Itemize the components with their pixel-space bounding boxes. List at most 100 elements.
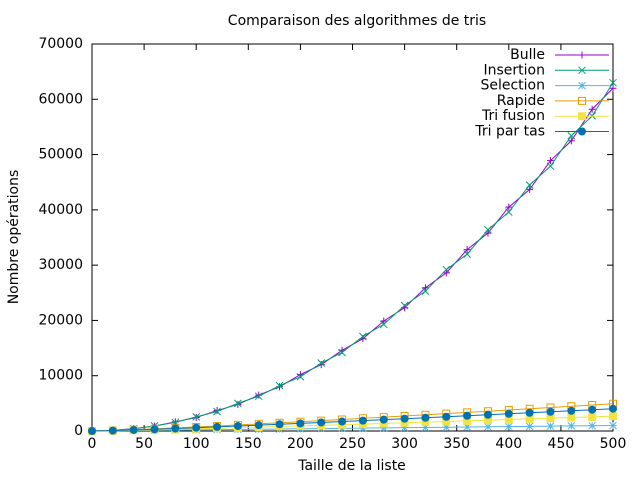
marker xyxy=(546,407,555,416)
marker xyxy=(421,413,430,422)
marker xyxy=(588,105,596,113)
marker xyxy=(213,422,222,431)
legend-label: Tri fusion xyxy=(481,108,545,124)
marker xyxy=(588,405,597,414)
y-tick-label: 50000 xyxy=(38,147,83,163)
y-tick-label: 0 xyxy=(74,423,83,439)
marker xyxy=(359,332,367,341)
x-tick-label: 300 xyxy=(391,436,418,452)
marker xyxy=(442,423,451,432)
legend-label: Tri par tas xyxy=(474,124,545,140)
legend-marker xyxy=(578,66,586,75)
marker xyxy=(567,413,576,422)
y-tick-label: 70000 xyxy=(38,36,83,52)
marker xyxy=(442,265,451,274)
marker xyxy=(150,425,159,434)
legend-label: Insertion xyxy=(484,62,545,78)
legend-marker xyxy=(578,51,586,59)
marker xyxy=(379,320,388,329)
marker xyxy=(442,269,450,277)
marker xyxy=(525,181,534,189)
marker xyxy=(463,246,471,254)
legend-marker xyxy=(578,96,586,105)
marker xyxy=(317,359,326,367)
chart-title: Comparaison des algorithmes de tris xyxy=(228,13,486,29)
marker xyxy=(546,422,555,430)
marker xyxy=(504,422,513,431)
marker xyxy=(463,411,472,420)
series-line xyxy=(91,82,614,432)
legend-marker xyxy=(578,81,586,90)
marker xyxy=(192,413,201,421)
marker xyxy=(192,423,201,432)
series xyxy=(88,78,617,435)
x-tick-label: 50 xyxy=(135,436,153,452)
marker xyxy=(108,426,117,435)
marker xyxy=(400,414,409,423)
marker xyxy=(609,412,617,421)
marker xyxy=(484,225,492,234)
x-tick-label: 400 xyxy=(495,436,522,452)
x-tick-label: 500 xyxy=(600,436,627,452)
marker xyxy=(275,381,284,390)
marker xyxy=(609,78,617,87)
y-tick-label: 30000 xyxy=(38,257,83,273)
marker xyxy=(463,423,471,431)
marker xyxy=(608,404,618,413)
x-tick-label: 200 xyxy=(287,436,314,452)
x-tick-label: 100 xyxy=(183,436,210,452)
marker xyxy=(296,372,305,381)
marker xyxy=(254,421,263,430)
marker xyxy=(504,409,513,418)
marker xyxy=(380,317,388,325)
marker xyxy=(546,157,554,165)
marker xyxy=(379,415,388,424)
legend-marker xyxy=(577,127,587,136)
marker xyxy=(400,423,409,432)
marker xyxy=(421,423,430,432)
marker xyxy=(87,427,97,435)
marker xyxy=(567,137,575,145)
y-axis-label: Nombre opérations xyxy=(6,170,22,305)
marker xyxy=(609,84,617,92)
x-axis-label: Taille de la liste xyxy=(297,458,406,474)
marker xyxy=(463,250,471,258)
marker xyxy=(171,424,180,433)
x-tick-label: 450 xyxy=(548,436,575,452)
marker xyxy=(317,418,326,427)
marker xyxy=(358,416,367,425)
marker xyxy=(567,422,576,430)
marker xyxy=(421,287,430,295)
marker xyxy=(254,392,263,401)
marker xyxy=(567,406,576,415)
marker xyxy=(421,284,429,292)
legend-label: Bulle xyxy=(510,47,545,63)
marker xyxy=(234,399,242,408)
marker xyxy=(525,408,534,417)
marker xyxy=(275,420,284,429)
marker xyxy=(338,417,347,426)
marker xyxy=(129,425,138,434)
marker xyxy=(526,185,534,193)
x-tick-label: 0 xyxy=(88,436,97,452)
marker xyxy=(588,421,597,430)
y-tick-label: 40000 xyxy=(38,202,83,218)
marker xyxy=(505,203,513,211)
marker xyxy=(588,412,597,421)
marker xyxy=(442,412,451,421)
x-tick-label: 250 xyxy=(339,436,366,452)
marker xyxy=(359,424,367,432)
marker xyxy=(484,422,492,431)
marker xyxy=(379,424,388,432)
series xyxy=(87,404,618,435)
marker xyxy=(213,407,221,416)
marker xyxy=(296,419,305,428)
legend-label: Rapide xyxy=(497,93,545,109)
marker xyxy=(567,131,576,140)
marker xyxy=(233,422,242,431)
marker xyxy=(338,348,346,357)
y-tick-label: 60000 xyxy=(38,91,83,107)
legend-label: Selection xyxy=(480,78,545,94)
y-tick-label: 20000 xyxy=(38,312,83,328)
